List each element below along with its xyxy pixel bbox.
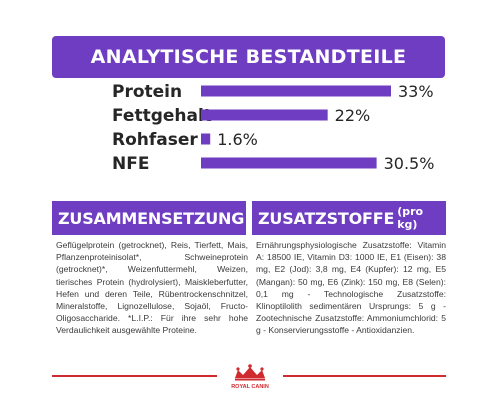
composition-header: Zusammensetzung <box>52 201 246 235</box>
category-label: Protein <box>112 82 182 102</box>
svg-text:ROYAL CANIN: ROYAL CANIN <box>231 384 269 390</box>
composition-text: Geflügelprotein (getrocknet), Reis, Tier… <box>56 240 248 336</box>
additives-subtitle: (pro kg) <box>397 205 424 231</box>
chart-title: Analytische Bestandteile <box>90 46 407 68</box>
value-label: 30.5% <box>384 154 435 173</box>
chart-title-banner: Analytische Bestandteile <box>52 36 445 78</box>
bar <box>201 109 328 121</box>
royal-canin-logo: ROYAL CANIN <box>231 364 269 390</box>
value-label: 22% <box>335 106 371 125</box>
footer-line-right <box>283 375 446 377</box>
value-label: 33% <box>398 82 434 101</box>
bar <box>201 85 391 97</box>
footer-line-left <box>52 375 217 377</box>
category-label: Rohfaser <box>112 130 198 150</box>
additives-header: Zusatzstoffe (pro kg) <box>252 201 446 235</box>
bar <box>201 133 211 145</box>
bar <box>201 157 377 169</box>
category-label: Fettgehalt <box>112 106 212 126</box>
additives-text: Ernährungsphysiologische Zusatzstoffe: V… <box>256 240 446 336</box>
category-label: NFE <box>112 154 149 174</box>
bar-chart: Protein 33% Fettgehalt 22% Rohfaser 1.6% NFE 30… <box>112 82 435 174</box>
composition-title: Zusammensetzung <box>58 208 245 228</box>
value-label: 1.6% <box>217 130 258 149</box>
additives-title: Zusatzstoffe <box>258 208 395 228</box>
